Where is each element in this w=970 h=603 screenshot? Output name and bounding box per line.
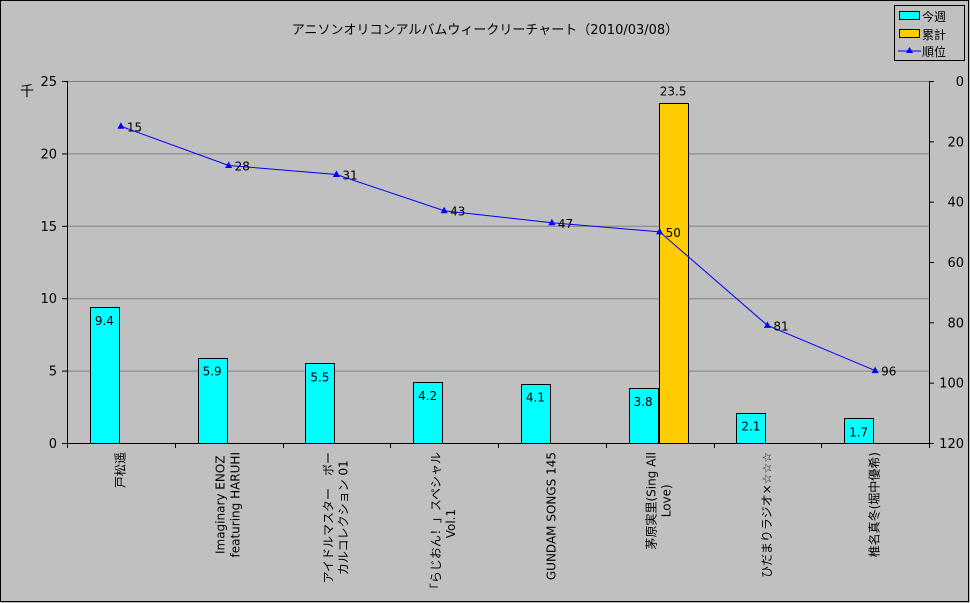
bar-data-label: 2.1 — [741, 420, 760, 434]
y-right-tick-label: 80 — [947, 316, 964, 331]
x-category-label-line: 茅原実里(Sing All — [644, 452, 659, 550]
y-left-tick-label: 0 — [49, 437, 57, 452]
rank-triangle-marker — [440, 206, 448, 214]
bar-weekly — [413, 382, 443, 444]
rank-triangle-marker — [548, 218, 556, 226]
bar-data-label: 4.2 — [418, 389, 437, 403]
rank-data-label: 31 — [342, 169, 357, 183]
y-right-tick-label: 0 — [956, 75, 964, 90]
rank-triangle-marker — [656, 227, 664, 235]
bar-weekly — [629, 388, 659, 444]
legend-label-weekly: 今週 — [922, 9, 946, 24]
bar-data-label: 1.7 — [849, 425, 868, 439]
y-right-tick-label: 60 — [947, 256, 964, 271]
bar-weekly — [736, 413, 766, 444]
bar-weekly — [844, 418, 874, 444]
x-category-label: 椎名真冬(堀中優希) — [867, 452, 882, 557]
bar-total — [659, 103, 689, 444]
x-category-label-line: 「らじおん！」スペシャル — [429, 452, 443, 595]
legend-label-rank: 順位 — [922, 44, 946, 59]
x-category-label: 戸松遥 — [113, 452, 127, 488]
y-right-tick-label: 100 — [939, 377, 964, 392]
rank-triangle-marker — [117, 122, 125, 129]
rank-triangle-marker — [871, 366, 879, 374]
x-category-label: アイドルマスター ボー カルコレクション 01 — [321, 452, 350, 583]
x-category-label: 「らじおん！」スペシャル Vol.1 — [429, 452, 458, 595]
bar-data-label: 9.4 — [95, 314, 114, 328]
y-right-tick-label: 40 — [947, 196, 964, 211]
x-category-label-line: 戸松遥 — [113, 452, 127, 488]
x-category-label: ひだまりラジオ×☆☆☆ — [760, 452, 774, 578]
x-category-label-line: カルコレクション 01 — [336, 460, 350, 575]
x-category-label-line: featuring HARUHI — [229, 452, 243, 558]
legend-swatch-total — [899, 29, 920, 38]
y-right-tick-label: 20 — [947, 135, 964, 150]
rank-triangle-marker — [763, 321, 771, 328]
bar-data-label: 5.5 — [310, 370, 329, 384]
y-right-tick-label: 120 — [939, 437, 964, 452]
bar-weekly — [90, 307, 120, 444]
rank-data-label: 15 — [127, 120, 142, 134]
y-left-tick-label: 25 — [40, 75, 57, 90]
x-category-label-line: ひだまりラジオ×☆☆☆ — [760, 452, 774, 578]
chart-title: アニソンオリコンアルバムウィークリーチャート（2010/03/08） — [292, 23, 678, 38]
y-left-tick-label: 15 — [40, 220, 57, 235]
y-left-tick-label: 10 — [40, 292, 57, 307]
legend-label-total: 累計 — [922, 27, 946, 42]
legend-swatch-weekly — [899, 11, 920, 20]
x-category-label-line: アイドルマスター ボー — [321, 452, 335, 583]
x-category-label-line: 椎名真冬(堀中優希) — [867, 452, 882, 557]
rank-triangle-marker — [332, 170, 340, 178]
bar-data-label: 4.1 — [526, 391, 545, 405]
x-category-label-line: Vol.1 — [444, 509, 458, 538]
bar-data-label: 3.8 — [634, 395, 653, 409]
x-category-label-line: GUNDAM SONGS 145 — [544, 452, 558, 580]
rank-data-label: 81 — [773, 319, 788, 333]
bar-weekly — [198, 358, 228, 444]
y-left-tick-label: 5 — [49, 365, 57, 380]
rank-data-label: 96 — [881, 365, 896, 379]
x-category-label: Imaginary ENOZ featuring HARUHI — [214, 452, 243, 558]
bar-data-label: 5.9 — [203, 365, 222, 379]
legend: 今週 累計 順位 — [894, 5, 965, 61]
rank-data-label: 43 — [450, 205, 465, 219]
rank-line — [120, 125, 876, 372]
bar-data-label: 23.5 — [660, 85, 687, 99]
rank-data-label: 47 — [558, 217, 573, 231]
x-category-label: GUNDAM SONGS 145 — [544, 452, 558, 580]
legend-triangle-marker-icon — [906, 47, 913, 53]
y-left-tick-label: 20 — [40, 147, 57, 162]
rank-data-label: 50 — [666, 226, 681, 240]
x-category-label-line: Love) — [660, 484, 674, 517]
y-left-unit: 千 — [20, 84, 34, 100]
rank-triangle-marker — [225, 161, 233, 168]
x-category-label-line: Imaginary ENOZ — [214, 455, 228, 554]
bar-weekly — [521, 384, 551, 444]
x-category-label: 茅原実里(Sing All Love) — [644, 452, 674, 550]
rank-data-label: 28 — [235, 159, 250, 173]
